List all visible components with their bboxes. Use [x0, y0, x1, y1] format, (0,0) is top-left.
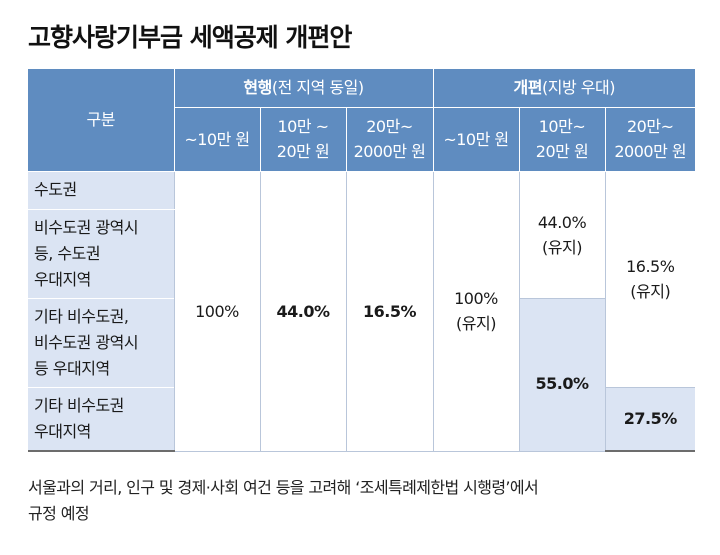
region-capital: 수도권 — [28, 171, 174, 210]
header-reform-bracket-2: 10만~ 20만 원 — [519, 107, 606, 172]
region-line: 우대지역 — [34, 269, 91, 289]
region-non-capital-metro: 비수도권 광역시 등, 수도권 우대지역 — [28, 209, 174, 299]
value-line: (유지) — [542, 237, 582, 257]
bracket-line: 20만 원 — [276, 142, 330, 161]
header-current-bracket-1: ~10만 원 — [174, 107, 261, 172]
region-line: 수도권 — [34, 180, 77, 199]
bracket-line: 10만~ — [538, 117, 586, 136]
header-reform-bracket-1: ~10만 원 — [433, 107, 520, 172]
reform-200k-20m-raised: 27.5% — [604, 387, 695, 452]
bracket-line: 2000만 원 — [614, 142, 687, 161]
region-line: 비수도권 광역시 — [34, 217, 139, 237]
tax-credit-table-wrapper: 구분 현행(전 지역 동일) 개편(지방 우대) ~10만 원 10만 ~ 20… — [28, 69, 695, 452]
current-200k-20m: 16.5% — [345, 171, 433, 452]
current-100k-200k: 44.0% — [259, 171, 346, 452]
header-reform-bold: 개편 — [513, 78, 543, 98]
region-other-non-capital-preferred: 기타 비수도권 우대지역 — [28, 387, 174, 452]
bracket-line: ~10만 원 — [184, 129, 250, 149]
tax-credit-table: 구분 현행(전 지역 동일) 개편(지방 우대) ~10만 원 10만 ~ 20… — [28, 69, 695, 452]
footnote-line: 규정 예정 — [28, 504, 90, 523]
header-reform-rest: (지방 우대) — [542, 78, 615, 98]
value-line: 16.5% — [626, 257, 675, 276]
value-line: (유지) — [630, 282, 671, 301]
region-line: 등 우대지역 — [34, 358, 110, 378]
value-line: 100% — [454, 289, 498, 308]
reform-under-100k: 100% (유지) — [432, 171, 519, 452]
footnote: 서울과의 거리, 인구 및 경제·사회 여건 등을 고려해 ‘조세특례제한법 시… — [28, 475, 698, 527]
current-under-100k: 100% — [173, 171, 260, 452]
reform-100k-200k-raised: 55.0% — [518, 298, 605, 452]
bracket-line: ~10만 원 — [443, 129, 509, 149]
value-line: 44.0% — [537, 212, 587, 232]
header-current-bracket-2: 10만 ~ 20만 원 — [260, 107, 347, 172]
header-current-bold: 현행 — [243, 78, 272, 98]
region-line: 우대지역 — [34, 421, 91, 441]
header-current-bracket-3: 20만~ 2000만 원 — [346, 107, 434, 172]
value-line: (유지) — [456, 314, 496, 333]
page-title: 고향사랑기부금 세액공제 개편안 — [28, 23, 352, 52]
region-other-non-capital: 기타 비수도권, 비수도권 광역시 등 우대지역 — [28, 298, 174, 388]
region-line: 등, 수도권 — [34, 243, 101, 263]
header-category: 구분 — [28, 69, 175, 172]
bracket-line: 20만 원 — [535, 142, 589, 161]
bracket-line: 2000만 원 — [353, 142, 426, 161]
bracket-line: 20만~ — [366, 117, 413, 136]
footnote-line: 서울과의 거리, 인구 및 경제·사회 여건 등을 고려해 ‘조세특례제한법 시… — [28, 478, 539, 497]
bracket-line: 20만~ — [627, 117, 674, 136]
bracket-line: 10만 ~ — [277, 117, 329, 136]
header-reform-bracket-3: 20만~ 2000만 원 — [605, 107, 695, 172]
header-reform-group: 개편(지방 우대) — [433, 69, 695, 108]
header-current-group: 현행(전 지역 동일) — [174, 69, 434, 108]
reform-100k-200k-maintained: 44.0% (유지) — [518, 171, 605, 299]
region-line: 기타 비수도권, — [34, 306, 129, 326]
region-line: 기타 비수도권 — [34, 395, 124, 415]
header-current-rest: (전 지역 동일) — [271, 78, 364, 98]
reform-200k-20m-maintained: 16.5% (유지) — [604, 171, 695, 388]
region-line: 비수도권 광역시 — [34, 332, 139, 352]
